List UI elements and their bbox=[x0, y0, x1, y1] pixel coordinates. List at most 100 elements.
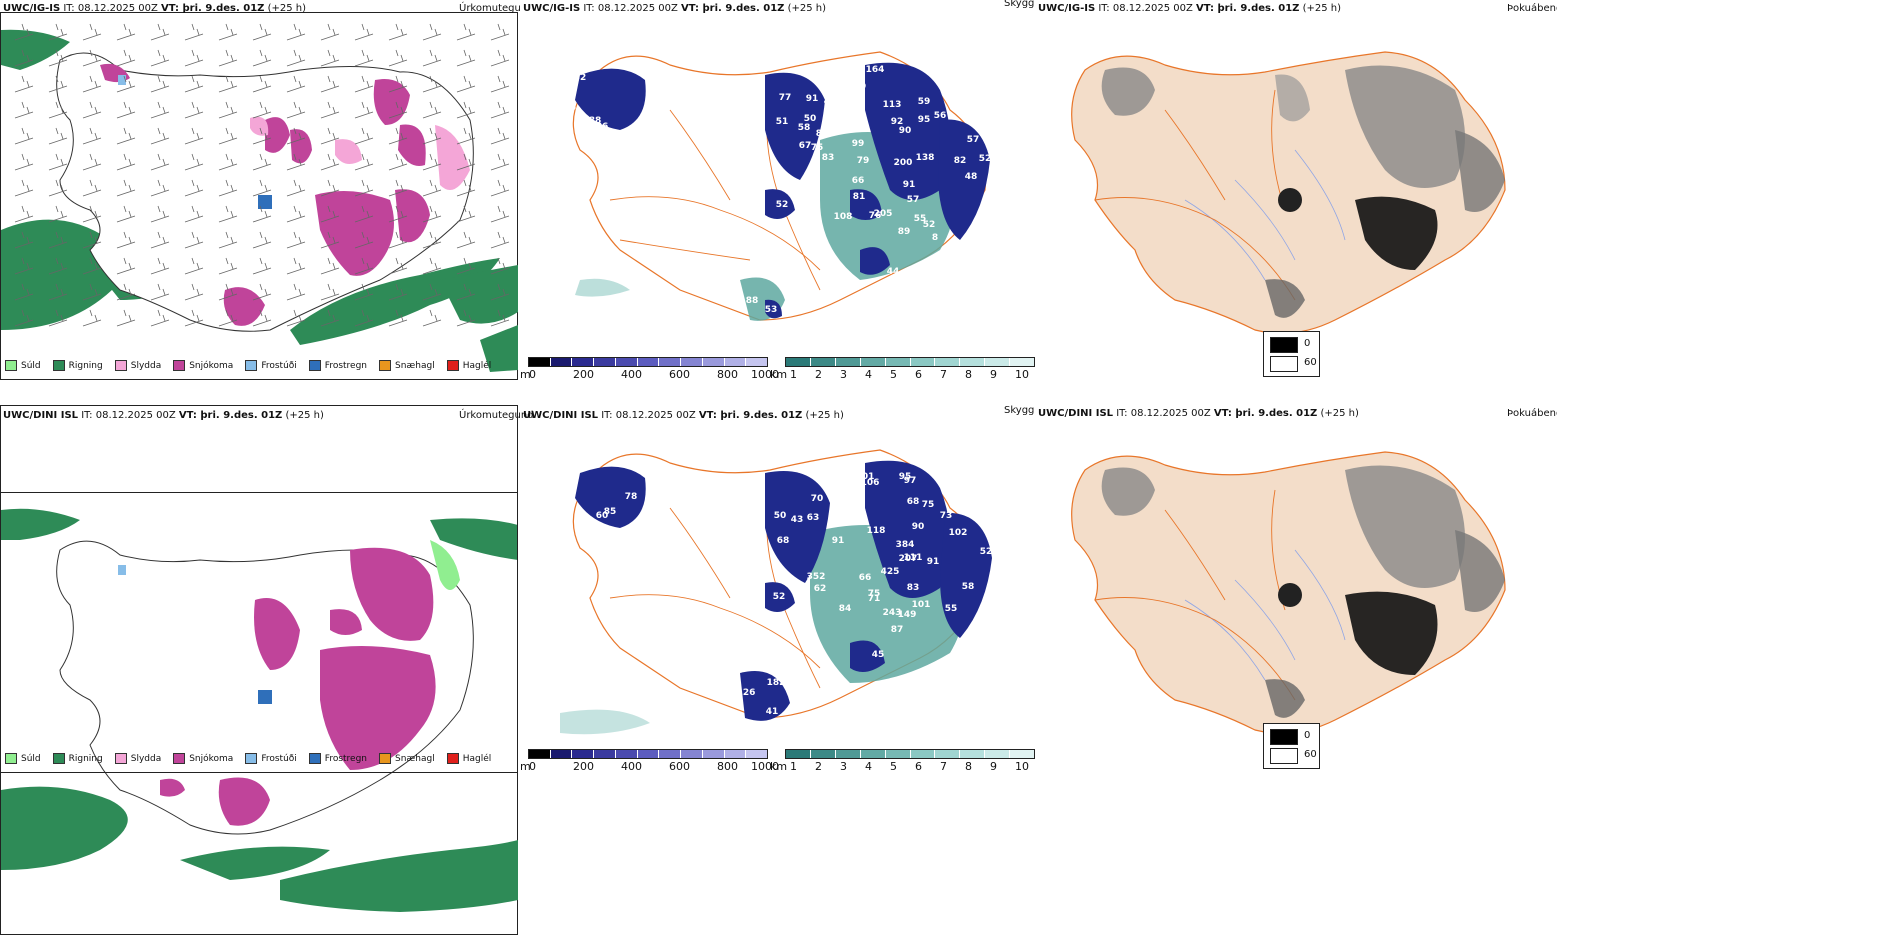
wind-barb bbox=[388, 179, 408, 197]
legend-label: Súld bbox=[21, 360, 41, 371]
wind-barb bbox=[422, 179, 442, 197]
ceiling-value-label: 91 bbox=[903, 180, 916, 190]
snow-area bbox=[315, 191, 394, 276]
wind-barb bbox=[48, 127, 68, 145]
ceiling-value-label: 68 bbox=[907, 497, 920, 507]
rain-area bbox=[280, 840, 518, 912]
ceiling-value-label: 108 bbox=[834, 212, 853, 222]
wind-barb bbox=[422, 75, 442, 93]
legend-item-hail: Haglél bbox=[446, 753, 491, 764]
wind-barb bbox=[320, 101, 340, 119]
wind-barb bbox=[320, 205, 340, 223]
ceiling-value-label: 101 bbox=[912, 600, 931, 610]
wind-barb bbox=[14, 23, 34, 41]
visibility-colorbar bbox=[785, 357, 1035, 367]
ceiling-value-label: 58 bbox=[798, 123, 811, 133]
ceiling-value-label: 75 bbox=[868, 589, 881, 599]
ceiling-value-label: 8 bbox=[932, 233, 938, 243]
ceiling-value-label: 50 bbox=[774, 511, 787, 521]
ceiling-value-label: 57 bbox=[967, 135, 980, 145]
wind-barb bbox=[48, 283, 68, 301]
wind-barb bbox=[286, 75, 306, 93]
wind-barb bbox=[14, 49, 34, 67]
low-visibility-area bbox=[560, 709, 650, 735]
issue-time: IT: 08.12.2025 00Z bbox=[580, 3, 682, 14]
wind-barb bbox=[456, 231, 476, 249]
legend-label: Slydda bbox=[130, 360, 162, 371]
wind-barb bbox=[354, 153, 374, 171]
ceiling-value-label: 164 bbox=[866, 65, 885, 75]
lead-time: (+25 h) bbox=[802, 410, 844, 421]
legend-item-hail: Haglél bbox=[446, 360, 491, 371]
fog-area bbox=[1345, 591, 1438, 675]
ceiling-value-label: 205 bbox=[874, 209, 893, 219]
wind-barb bbox=[388, 231, 408, 249]
wind-barb bbox=[286, 101, 306, 119]
wind-barb bbox=[218, 153, 238, 171]
rain-area bbox=[480, 325, 518, 372]
legend-item-freezing-rain: Frostregn bbox=[308, 753, 367, 764]
wind-barb bbox=[218, 309, 238, 327]
ceiling-value-label: 41 bbox=[766, 707, 779, 717]
precip-header: UWC/IG-IS IT: 08.12.2025 00Z VT: þri. 9.… bbox=[3, 3, 306, 14]
ceiling-value-label: 52 bbox=[979, 154, 992, 164]
precip-title: Úrkomutegund bbox=[459, 3, 520, 14]
ceiling-value-label: 43 bbox=[791, 515, 804, 525]
fog-legend-swatch bbox=[1270, 356, 1298, 372]
wind-barb bbox=[218, 127, 238, 145]
ceiling-value-label: 89 bbox=[898, 227, 911, 237]
wind-barb bbox=[14, 101, 34, 119]
ceiling-value-label: 126 bbox=[737, 688, 756, 698]
wind-barb bbox=[116, 283, 136, 301]
legend-swatch bbox=[5, 753, 17, 764]
wind-barb bbox=[320, 257, 340, 275]
fog-header: UWC/IG-IS IT: 08.12.2025 00Z VT: þri. 9.… bbox=[1038, 3, 1341, 14]
fog-area bbox=[1101, 67, 1155, 116]
tick-label: 3 bbox=[840, 760, 847, 773]
tick-label: 400 bbox=[621, 368, 642, 381]
lead-time: (+25 h) bbox=[282, 410, 324, 421]
ceiling-value-label: 87 bbox=[891, 625, 904, 635]
wind-barb bbox=[388, 49, 408, 67]
wind-barb bbox=[116, 49, 136, 67]
ceiling-value-label: 92 bbox=[891, 117, 904, 127]
legend-item-freezing-drizzle: Frostúði bbox=[245, 753, 297, 764]
ceiling-value-label: 91 bbox=[927, 557, 940, 567]
fog-legend: 0 60 bbox=[1263, 723, 1320, 769]
precip-panel-row1: UWC/IG-IS IT: 08.12.2025 00Z VT: þri. 9.… bbox=[0, 0, 520, 382]
wind-barb bbox=[252, 127, 272, 145]
precip-header-row2: UWC/DINI ISL IT: 08.12.2025 00Z VT: þri.… bbox=[3, 410, 324, 421]
rain-area bbox=[1, 508, 80, 540]
fog-header: UWC/DINI ISL IT: 08.12.2025 00Z VT: þri.… bbox=[1038, 408, 1359, 419]
tick-label: 8 bbox=[965, 760, 972, 773]
ceiling-value-label: 243 bbox=[883, 608, 902, 618]
ceiling-value-label: 85 bbox=[604, 507, 617, 517]
wind-barb bbox=[490, 153, 510, 171]
ceiling-value-label: 65 bbox=[564, 103, 577, 113]
visibility-header: UWC/IG-IS IT: 08.12.2025 00Z VT: þri. 9.… bbox=[523, 3, 826, 14]
wind-barb bbox=[388, 75, 408, 93]
snow-area bbox=[223, 287, 265, 326]
wind-barb bbox=[82, 257, 102, 275]
snow-area bbox=[254, 598, 300, 670]
wind-barb bbox=[48, 101, 68, 119]
ceiling-value-label: 52 bbox=[776, 200, 789, 210]
ceiling-value-label: 106 bbox=[861, 478, 880, 488]
wind-barb bbox=[456, 205, 476, 223]
legend-label: Rigning bbox=[68, 360, 103, 371]
low-ceiling-area bbox=[940, 512, 992, 638]
wind-barb bbox=[150, 257, 170, 275]
wind-barb bbox=[320, 23, 340, 41]
legend-swatch bbox=[114, 753, 127, 764]
legend-item-rain: Rigning bbox=[52, 360, 103, 371]
wind-barb bbox=[286, 205, 306, 223]
wind-barb bbox=[422, 23, 442, 41]
wind-barb bbox=[48, 23, 68, 41]
legend-label: Snæhagl bbox=[395, 753, 435, 764]
wind-barb bbox=[490, 283, 510, 301]
valid-time: VT: þri. 9.des. 01Z bbox=[178, 410, 283, 421]
fog-legend-swatch bbox=[1270, 337, 1298, 353]
wind-barb bbox=[116, 153, 136, 171]
